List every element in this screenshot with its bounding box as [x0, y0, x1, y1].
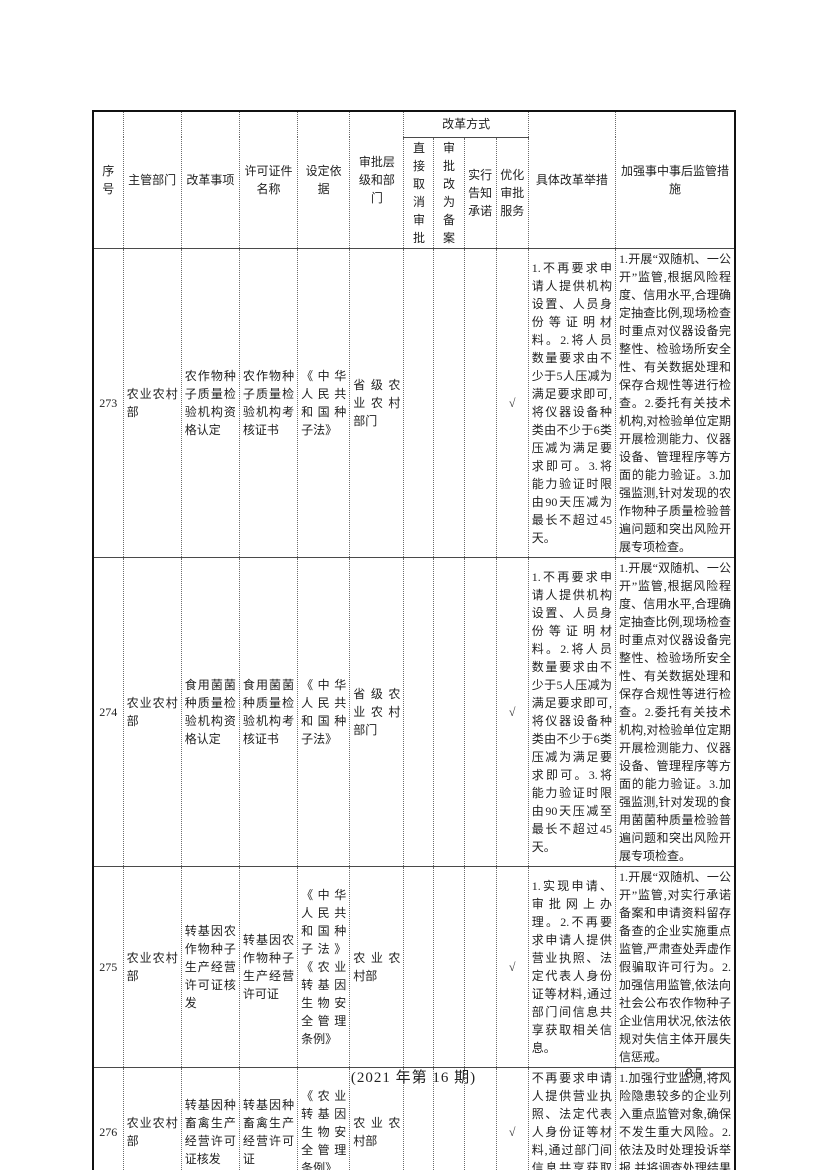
cell-reform-item: 食用菌菌种质量检验机构资格认定	[180, 556, 240, 867]
cell-department: 农业农村部	[122, 1066, 182, 1170]
cell-measures: 不再要求申请人提供营业执照、法定代表人身份证等材料,通过部门间信息共享获取相关信…	[527, 1066, 617, 1170]
cell-direct-cancel	[403, 556, 435, 867]
cell-seq: 273	[92, 247, 124, 558]
cell-approval-level: 省级农业农村部门	[349, 247, 405, 558]
cell-supervision: 1.开展“双随机、一公开”监管,根据风险程度、信用水平,合理确定抽查比例,现场检…	[615, 247, 736, 558]
cell-notify-commit	[463, 865, 497, 1068]
cell-seq: 275	[92, 865, 124, 1068]
cell-direct-cancel	[403, 865, 435, 1068]
cell-notify-commit	[463, 556, 497, 867]
cell-license-name: 食用菌菌种质量检验机构考核证书	[238, 556, 299, 867]
header-to-filing: 审批改为备案	[433, 136, 465, 249]
table-row: 275 农业农村部 转基因农作物种子生产经营许可证核发 转基因农作物种子生产经营…	[92, 865, 736, 1068]
cell-supervision: 1.开展“双随机、一公开”监管,根据风险程度、信用水平,合理确定抽查比例,现场检…	[615, 556, 736, 867]
cell-seq: 274	[92, 556, 124, 867]
table-row: 276 农业农村部 转基因种畜禽生产经营许可证核发 转基因种畜禽生产经营许可证 …	[92, 1066, 736, 1170]
cell-direct-cancel	[403, 247, 435, 558]
cell-license-name: 农作物种子质量检验机构考核证书	[238, 247, 299, 558]
cell-notify-commit	[463, 247, 497, 558]
cell-basis: 《中华人民共和国种子法》	[297, 556, 351, 867]
checkmark-optimize: √	[495, 1066, 529, 1170]
cell-supervision: 1.开展“双随机、一公开”监管,对实行承诺备案和申请资料留存备查的企业实施重点监…	[615, 865, 736, 1068]
cell-reform-item: 农作物种子质量检验机构资格认定	[180, 247, 240, 558]
header-measures: 具体改革举措	[527, 110, 617, 249]
checkmark-optimize: √	[495, 865, 529, 1068]
table-header: 序号 主管部门 改革事项 许可证件名称 设定依据 审批层级和部门 改革方式 具体…	[92, 110, 736, 249]
cell-department: 农业农村部	[122, 247, 182, 558]
header-reform-method-group: 改革方式	[403, 110, 529, 138]
cell-basis: 《中华人民共和国种子法》《农业转基因生物安全管理条例》	[297, 865, 351, 1068]
cell-measures: 1.不再要求申请人提供机构设置、人员身份等证明材料。2.将人员数量要求由不少于5…	[527, 247, 617, 558]
cell-direct-cancel	[403, 1066, 435, 1170]
cell-department: 农业农村部	[122, 865, 182, 1068]
footer-page-number: — 85 —	[662, 1066, 727, 1082]
header-basis: 设定依据	[297, 110, 351, 249]
header-department: 主管部门	[122, 110, 182, 249]
checkmark-optimize: √	[495, 247, 529, 558]
cell-to-filing	[433, 1066, 465, 1170]
cell-department: 农业农村部	[122, 556, 182, 867]
cell-license-name: 转基因农作物种子生产经营许可证	[238, 865, 299, 1068]
header-license-name: 许可证件名称	[238, 110, 299, 249]
checkmark-optimize: √	[495, 556, 529, 867]
header-optimize: 优化审批服务	[495, 136, 529, 249]
table-row: 274 农业农村部 食用菌菌种质量检验机构资格认定 食用菌菌种质量检验机构考核证…	[92, 556, 736, 867]
table-row: 273 农业农村部 农作物种子质量检验机构资格认定 农作物种子质量检验机构考核证…	[92, 247, 736, 558]
header-seq: 序号	[92, 110, 124, 249]
cell-basis: 《农业转基因生物安全管理条例》	[297, 1066, 351, 1170]
cell-approval-level: 农业农村部	[349, 1066, 405, 1170]
header-approval-level: 审批层级和部门	[349, 110, 405, 249]
reform-table: 序号 主管部门 改革事项 许可证件名称 设定依据 审批层级和部门 改革方式 具体…	[92, 110, 736, 1170]
cell-seq: 276	[92, 1066, 124, 1170]
cell-to-filing	[433, 556, 465, 867]
header-direct-cancel: 直接取消审批	[403, 136, 435, 249]
cell-basis: 《中华人民共和国种子法》	[297, 247, 351, 558]
cell-measures: 1.实现申请、审批网上办理。2.不再要求申请人提供营业执照、法定代表人身份证等材…	[527, 865, 617, 1068]
cell-to-filing	[433, 247, 465, 558]
header-notify-commit: 实行告知承诺	[463, 136, 497, 249]
cell-approval-level: 省级农业农村部门	[349, 556, 405, 867]
cell-approval-level: 农业农村部	[349, 865, 405, 1068]
header-reform-item: 改革事项	[180, 110, 240, 249]
cell-license-name: 转基因种畜禽生产经营许可证	[238, 1066, 299, 1170]
cell-supervision: 1.加强行业监测,将风险隐患较多的企业列入重点监管对象,确保不发生重大风险。2.…	[615, 1066, 736, 1170]
cell-measures: 1.不再要求申请人提供机构设置、人员身份等证明材料。2.将人员数量要求由不少于5…	[527, 556, 617, 867]
footer-issue: (2021 年第 16 期)	[350, 1070, 477, 1086]
cell-reform-item: 转基因农作物种子生产经营许可证核发	[180, 865, 240, 1068]
cell-to-filing	[433, 865, 465, 1068]
header-supervision: 加强事中事后监管措施	[615, 110, 736, 249]
